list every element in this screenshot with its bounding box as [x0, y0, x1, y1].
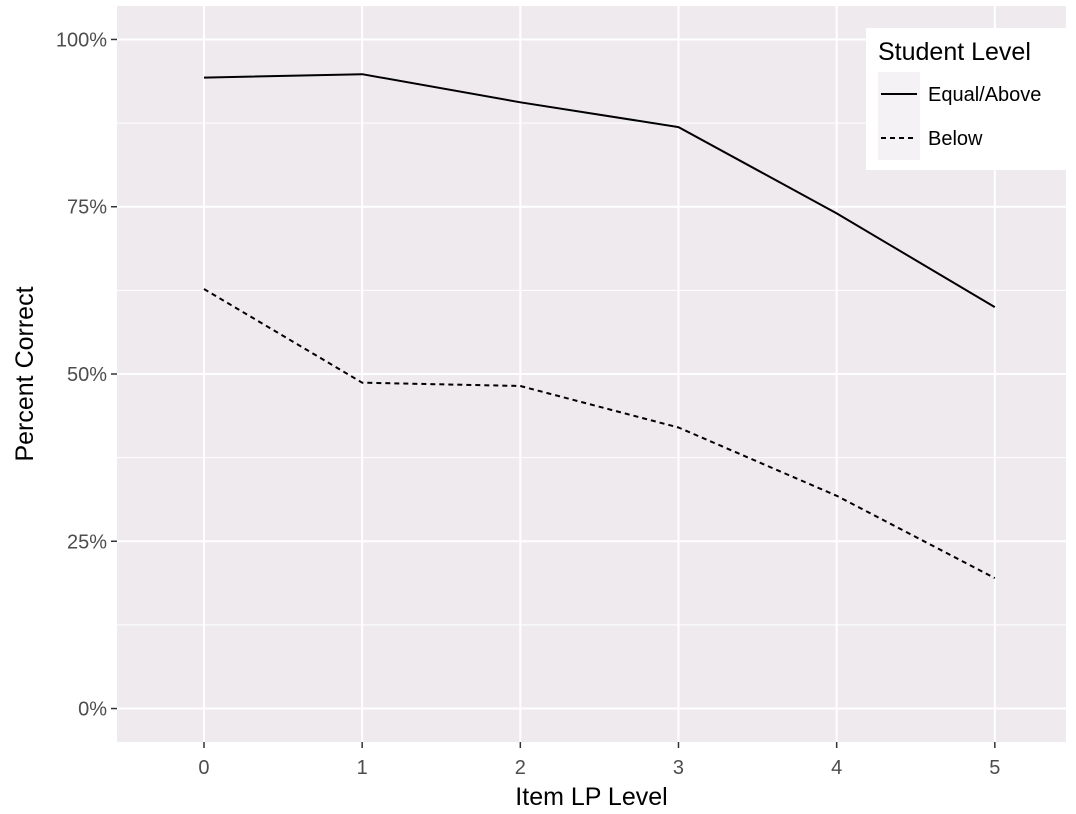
legend-items: Equal/Above Below	[878, 72, 1041, 160]
data-point	[836, 495, 837, 496]
y-tick-label: 100%	[56, 29, 107, 51]
y-tick-label: 0%	[78, 699, 107, 721]
minor-gridlines	[117, 122, 1066, 626]
x-tick-label: 4	[831, 757, 842, 779]
x-tick-label: 2	[515, 757, 526, 779]
x-axis-title: Item LP Level	[515, 783, 667, 809]
data-point	[203, 289, 204, 290]
y-axis-title: Percent Correct	[11, 286, 39, 461]
y-tick-label: 75%	[67, 197, 107, 219]
data-point	[520, 386, 521, 387]
x-tick-label: 1	[357, 757, 368, 779]
data-point	[520, 102, 521, 103]
data-point	[678, 427, 679, 428]
data-point	[362, 382, 363, 383]
data-point	[994, 307, 995, 308]
y-tick-label: 25%	[67, 531, 107, 553]
legend-item-label: Equal/Above	[928, 84, 1041, 106]
x-axis: 0 1 2 3 4 5	[198, 742, 1000, 779]
y-tick-label: 50%	[67, 364, 107, 386]
data-point	[678, 127, 679, 128]
x-tick-label: 5	[989, 757, 1000, 779]
data-point	[836, 213, 837, 214]
series-line-equal-above	[203, 73, 996, 308]
legend-title: Student Level	[878, 38, 1031, 66]
x-tick-label: 3	[673, 757, 684, 779]
data-point	[994, 578, 995, 579]
legend: Student Level Equal/Above Below	[866, 28, 1066, 170]
series-line-below	[203, 288, 996, 579]
data-point	[362, 74, 363, 75]
data-point	[203, 77, 204, 78]
legend-item-label: Below	[928, 128, 983, 150]
x-tick-label: 0	[198, 757, 209, 779]
series-layer	[203, 73, 996, 579]
y-axis: 0% 25% 50% 75% 100%	[56, 29, 117, 721]
major-gridlines	[117, 6, 1066, 742]
